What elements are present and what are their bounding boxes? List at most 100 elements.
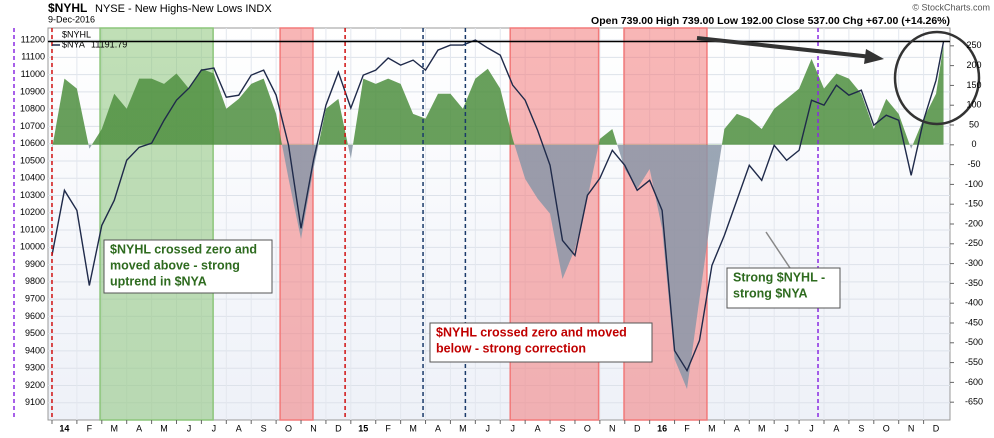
x-tick-label: F xyxy=(87,423,93,433)
x-tick-label: N xyxy=(908,423,915,433)
y-tick-label: 9400 xyxy=(25,345,45,355)
y2-tick-label: -650 xyxy=(965,397,983,407)
chart-date: 9-Dec-2016 xyxy=(48,14,95,24)
y-tick-label: 10000 xyxy=(20,242,45,252)
x-tick-label: N xyxy=(609,423,616,433)
x-tick-label: J xyxy=(187,423,192,433)
x-tick-label: D xyxy=(634,423,641,433)
y-tick-label: 10900 xyxy=(20,86,45,96)
x-tick-label: J xyxy=(809,423,814,433)
y-tick-label: 9200 xyxy=(25,380,45,390)
y2-tick-label: 200 xyxy=(966,60,981,70)
y2-tick-label: -300 xyxy=(965,258,983,268)
x-tick-label: A xyxy=(535,423,541,433)
y-tick-label: 11000 xyxy=(21,69,45,79)
x-tick-label: A xyxy=(734,423,740,433)
x-tick-label: J xyxy=(486,423,491,433)
y-tick-label: 9800 xyxy=(25,276,45,286)
x-tick-label: D xyxy=(335,423,342,433)
x-tick-label: M xyxy=(459,423,467,433)
x-tick-label: A xyxy=(833,423,839,433)
annotation-text: $NYHL crossed zero and xyxy=(110,242,257,256)
annotation-text: uptrend in $NYA xyxy=(110,274,207,288)
y-tick-label: 9100 xyxy=(25,397,45,407)
chart-subtitle: NYSE - New Highs-New Lows INDX xyxy=(95,3,272,15)
y2-tick-label: -450 xyxy=(965,317,983,327)
y-tick-label: 9700 xyxy=(25,293,45,303)
nya-line xyxy=(51,39,945,373)
x-tick-label: N xyxy=(310,423,317,433)
chart-title: $NYHL xyxy=(48,1,87,15)
x-tick-label: A xyxy=(435,423,441,433)
x-tick-label: S xyxy=(858,423,864,433)
y2-tick-label: -50 xyxy=(967,159,980,169)
x-tick-label: 15 xyxy=(358,423,368,433)
y2-tick-label: 50 xyxy=(969,119,979,129)
y2-tick-label: -350 xyxy=(965,278,983,288)
nyhl-area xyxy=(51,44,944,390)
x-tick-label: F xyxy=(385,423,391,433)
x-tick-label: S xyxy=(559,423,565,433)
y-tick-label: 10200 xyxy=(20,207,45,217)
y-tick-label: 9500 xyxy=(25,328,45,338)
y2-tick-label: -600 xyxy=(965,377,983,387)
y2-tick-label: 0 xyxy=(971,139,976,149)
x-tick-label: M xyxy=(110,423,118,433)
annotation-text: Strong $NYHL - xyxy=(733,270,825,284)
legend-value: 11191.79 xyxy=(91,39,127,49)
y2-tick-label: -100 xyxy=(965,179,983,189)
y-tick-label: 10500 xyxy=(20,155,45,165)
x-tick-label: D xyxy=(933,423,940,433)
x-tick-label: M xyxy=(160,423,168,433)
y2-tick-label: -200 xyxy=(965,218,983,228)
annotation-text: below - strong correction xyxy=(436,341,586,355)
x-tick-label: J xyxy=(212,423,217,433)
y-tick-label: 9300 xyxy=(25,363,45,373)
annotation-box xyxy=(726,267,841,309)
y2-tick-label: 250 xyxy=(966,40,981,50)
y-tick-label: 10300 xyxy=(20,190,45,200)
x-tick-label: S xyxy=(261,423,267,433)
y2-tick-label: -550 xyxy=(965,357,983,367)
x-tick-label: M xyxy=(708,423,716,433)
x-tick-label: J xyxy=(784,423,789,433)
y-tick-label: 10400 xyxy=(20,173,45,183)
annotation-text: strong $NYA xyxy=(733,286,808,300)
y-tick-label: 10600 xyxy=(20,138,45,148)
y2-tick-label: 150 xyxy=(966,80,981,90)
y2-tick-label: -250 xyxy=(965,238,983,248)
x-tick-label: M xyxy=(409,423,417,433)
annotation-text: moved above - strong xyxy=(110,258,240,272)
y-tick-label: 10700 xyxy=(20,121,45,131)
y-tick-label: 11100 xyxy=(21,52,45,62)
y2-tick-label: -400 xyxy=(965,298,983,308)
arrow-head xyxy=(864,49,884,64)
y-tick-label: 9900 xyxy=(25,259,45,269)
x-tick-label: A xyxy=(136,423,142,433)
y2-tick-label: 100 xyxy=(966,100,981,110)
legend-label: $NYHL xyxy=(62,29,91,39)
x-tick-label: F xyxy=(684,423,690,433)
y-tick-label: 10100 xyxy=(20,224,45,234)
x-tick-label: O xyxy=(584,423,591,433)
y-tick-label: 11200 xyxy=(21,34,45,44)
x-tick-label: J xyxy=(510,423,515,433)
highlight-band xyxy=(279,27,314,421)
x-tick-label: 16 xyxy=(657,423,667,433)
x-tick-label: 14 xyxy=(59,423,69,433)
y2-tick-label: -500 xyxy=(965,337,983,347)
callout-line xyxy=(765,231,791,269)
x-tick-label: M xyxy=(758,423,766,433)
arrow xyxy=(696,36,873,59)
y-tick-label: 9600 xyxy=(25,311,45,321)
ohlc: Open 739.00 High 739.00 Low 192.00 Close… xyxy=(591,15,950,27)
highlight-circle xyxy=(893,30,981,126)
annotation-box xyxy=(103,239,273,294)
x-tick-label: O xyxy=(285,423,292,433)
y2-tick-label: -150 xyxy=(965,199,983,209)
credit: © StockCharts.com xyxy=(912,2,990,12)
x-tick-label: O xyxy=(883,423,890,433)
x-tick-label: A xyxy=(236,423,242,433)
annotation-box xyxy=(429,322,653,363)
